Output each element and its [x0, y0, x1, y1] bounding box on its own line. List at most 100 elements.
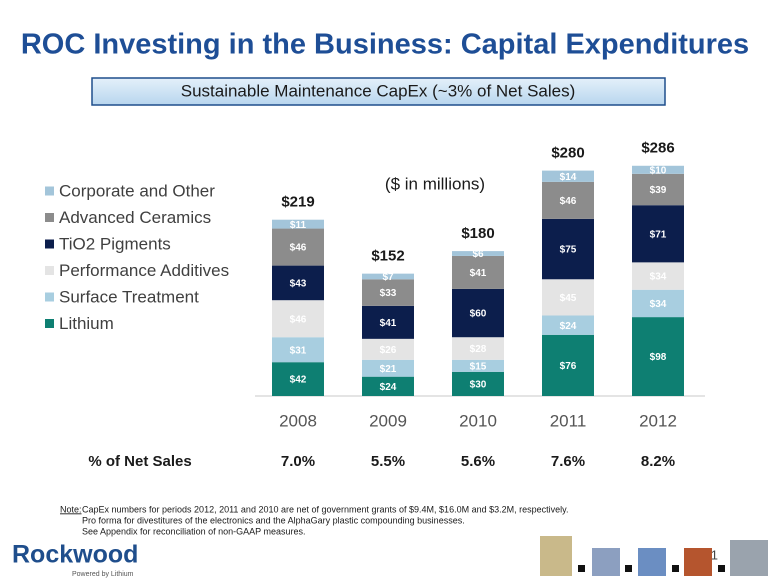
value-label: $26 [380, 345, 397, 356]
value-label: $41 [380, 318, 397, 329]
slide-title: ROC Investing in the Business: Capital E… [21, 29, 749, 61]
total-label: $286 [641, 140, 674, 157]
legend-label: TiO2 Pigments [59, 234, 171, 253]
bar-segment [452, 359, 504, 372]
x-tick-label: 2010 [459, 411, 497, 430]
x-tick-label: 2008 [279, 411, 317, 430]
value-label: $42 [290, 375, 307, 386]
bar-segment [632, 317, 684, 396]
bar-segment [542, 279, 594, 316]
legend-swatch [45, 319, 54, 328]
x-tick-label: 2009 [369, 411, 407, 430]
bar-segment [272, 219, 324, 229]
bar-segment [542, 218, 594, 280]
bar-segment [542, 334, 594, 396]
bar-segment [452, 371, 504, 396]
bar-segment [362, 279, 414, 306]
value-label: $34 [650, 272, 667, 283]
value-label: $6 [472, 249, 484, 260]
value-label: $33 [380, 288, 397, 299]
legend-swatch [45, 213, 54, 222]
value-label: $45 [560, 293, 577, 304]
note-label: Note: [60, 504, 82, 514]
net-sales-pct: 5.6% [461, 453, 495, 470]
x-tick-label: 2012 [639, 411, 677, 430]
bar-segment [452, 288, 504, 338]
total-label: $152 [371, 248, 404, 265]
value-label: $71 [650, 229, 667, 240]
value-label: $75 [560, 245, 577, 256]
bar-segment [362, 338, 414, 360]
bar-segment [632, 173, 684, 206]
net-sales-pct: 7.6% [551, 453, 585, 470]
value-label: $46 [290, 243, 307, 254]
value-label: $30 [470, 380, 487, 391]
bar-segment [272, 362, 324, 396]
subtitle: Sustainable Maintenance CapEx (~3% of Ne… [181, 81, 576, 100]
bar-segment [272, 337, 324, 363]
note-line: CapEx numbers for periods 2012, 2011 and… [82, 504, 568, 514]
bar-segment [362, 305, 414, 339]
net-sales-pct: 7.0% [281, 453, 315, 470]
bar-segment [452, 255, 504, 289]
bar-segment [272, 300, 324, 338]
value-label: $15 [470, 361, 487, 372]
subtitle-box [91, 77, 666, 106]
note-line: Pro forma for divestitures of the electr… [82, 515, 465, 525]
value-label: $21 [380, 364, 397, 375]
value-label: $7 [382, 272, 394, 283]
value-label: $24 [380, 382, 397, 393]
value-label: $11 [290, 220, 307, 231]
legend-label: Advanced Ceramics [59, 208, 211, 227]
value-label: $60 [470, 309, 487, 320]
legend-swatch [45, 239, 54, 249]
bar-segment [362, 376, 414, 396]
bar-segment [542, 181, 594, 219]
bar-segment [272, 228, 324, 266]
value-label: $24 [560, 321, 577, 332]
value-label: $34 [650, 299, 667, 310]
bar-segment [452, 251, 504, 256]
total-label: $180 [461, 225, 494, 242]
bar-segment [542, 315, 594, 335]
value-label: $46 [560, 196, 577, 207]
logo: Rockwood [12, 541, 138, 569]
bar-segment [632, 289, 684, 318]
value-label: $28 [470, 344, 487, 355]
value-label: $10 [650, 165, 667, 176]
bar-segment [452, 337, 504, 360]
bar-segment [632, 262, 684, 290]
bar-segment [632, 165, 684, 174]
total-label: $219 [281, 194, 314, 211]
bar-segment [632, 205, 684, 263]
value-label: $43 [290, 279, 307, 290]
legend-label: Surface Treatment [59, 287, 199, 306]
legend-swatch [45, 266, 54, 275]
value-label: $39 [650, 185, 667, 196]
net-sales-pct: 8.2% [641, 453, 675, 470]
value-label: $41 [470, 268, 487, 279]
value-label: $98 [650, 352, 667, 363]
value-label: $31 [290, 345, 307, 356]
bar-segment [362, 359, 414, 377]
legend-swatch [45, 186, 54, 196]
annotation: ($ in millions) [385, 174, 485, 193]
note-line: See Appendix for reconciliation of non-G… [82, 526, 305, 536]
row-label: % of Net Sales [88, 453, 191, 470]
legend-label: Performance Additives [59, 261, 229, 280]
bar-segment [362, 273, 414, 280]
net-sales-pct: 5.5% [371, 453, 405, 470]
value-label: $14 [560, 172, 577, 183]
bar-segment [542, 170, 594, 182]
photo-strip [540, 536, 768, 576]
legend-label: Lithium [59, 314, 114, 333]
x-tick-label: 2011 [550, 411, 587, 430]
bar-segment [272, 265, 324, 301]
logo-tagline: Powered by Lithium [72, 571, 134, 578]
total-label: $280 [551, 145, 584, 162]
value-label: $46 [290, 314, 307, 325]
legend-swatch [45, 292, 54, 302]
legend-label: Corporate and Other [59, 181, 215, 200]
value-label: $76 [560, 361, 577, 372]
